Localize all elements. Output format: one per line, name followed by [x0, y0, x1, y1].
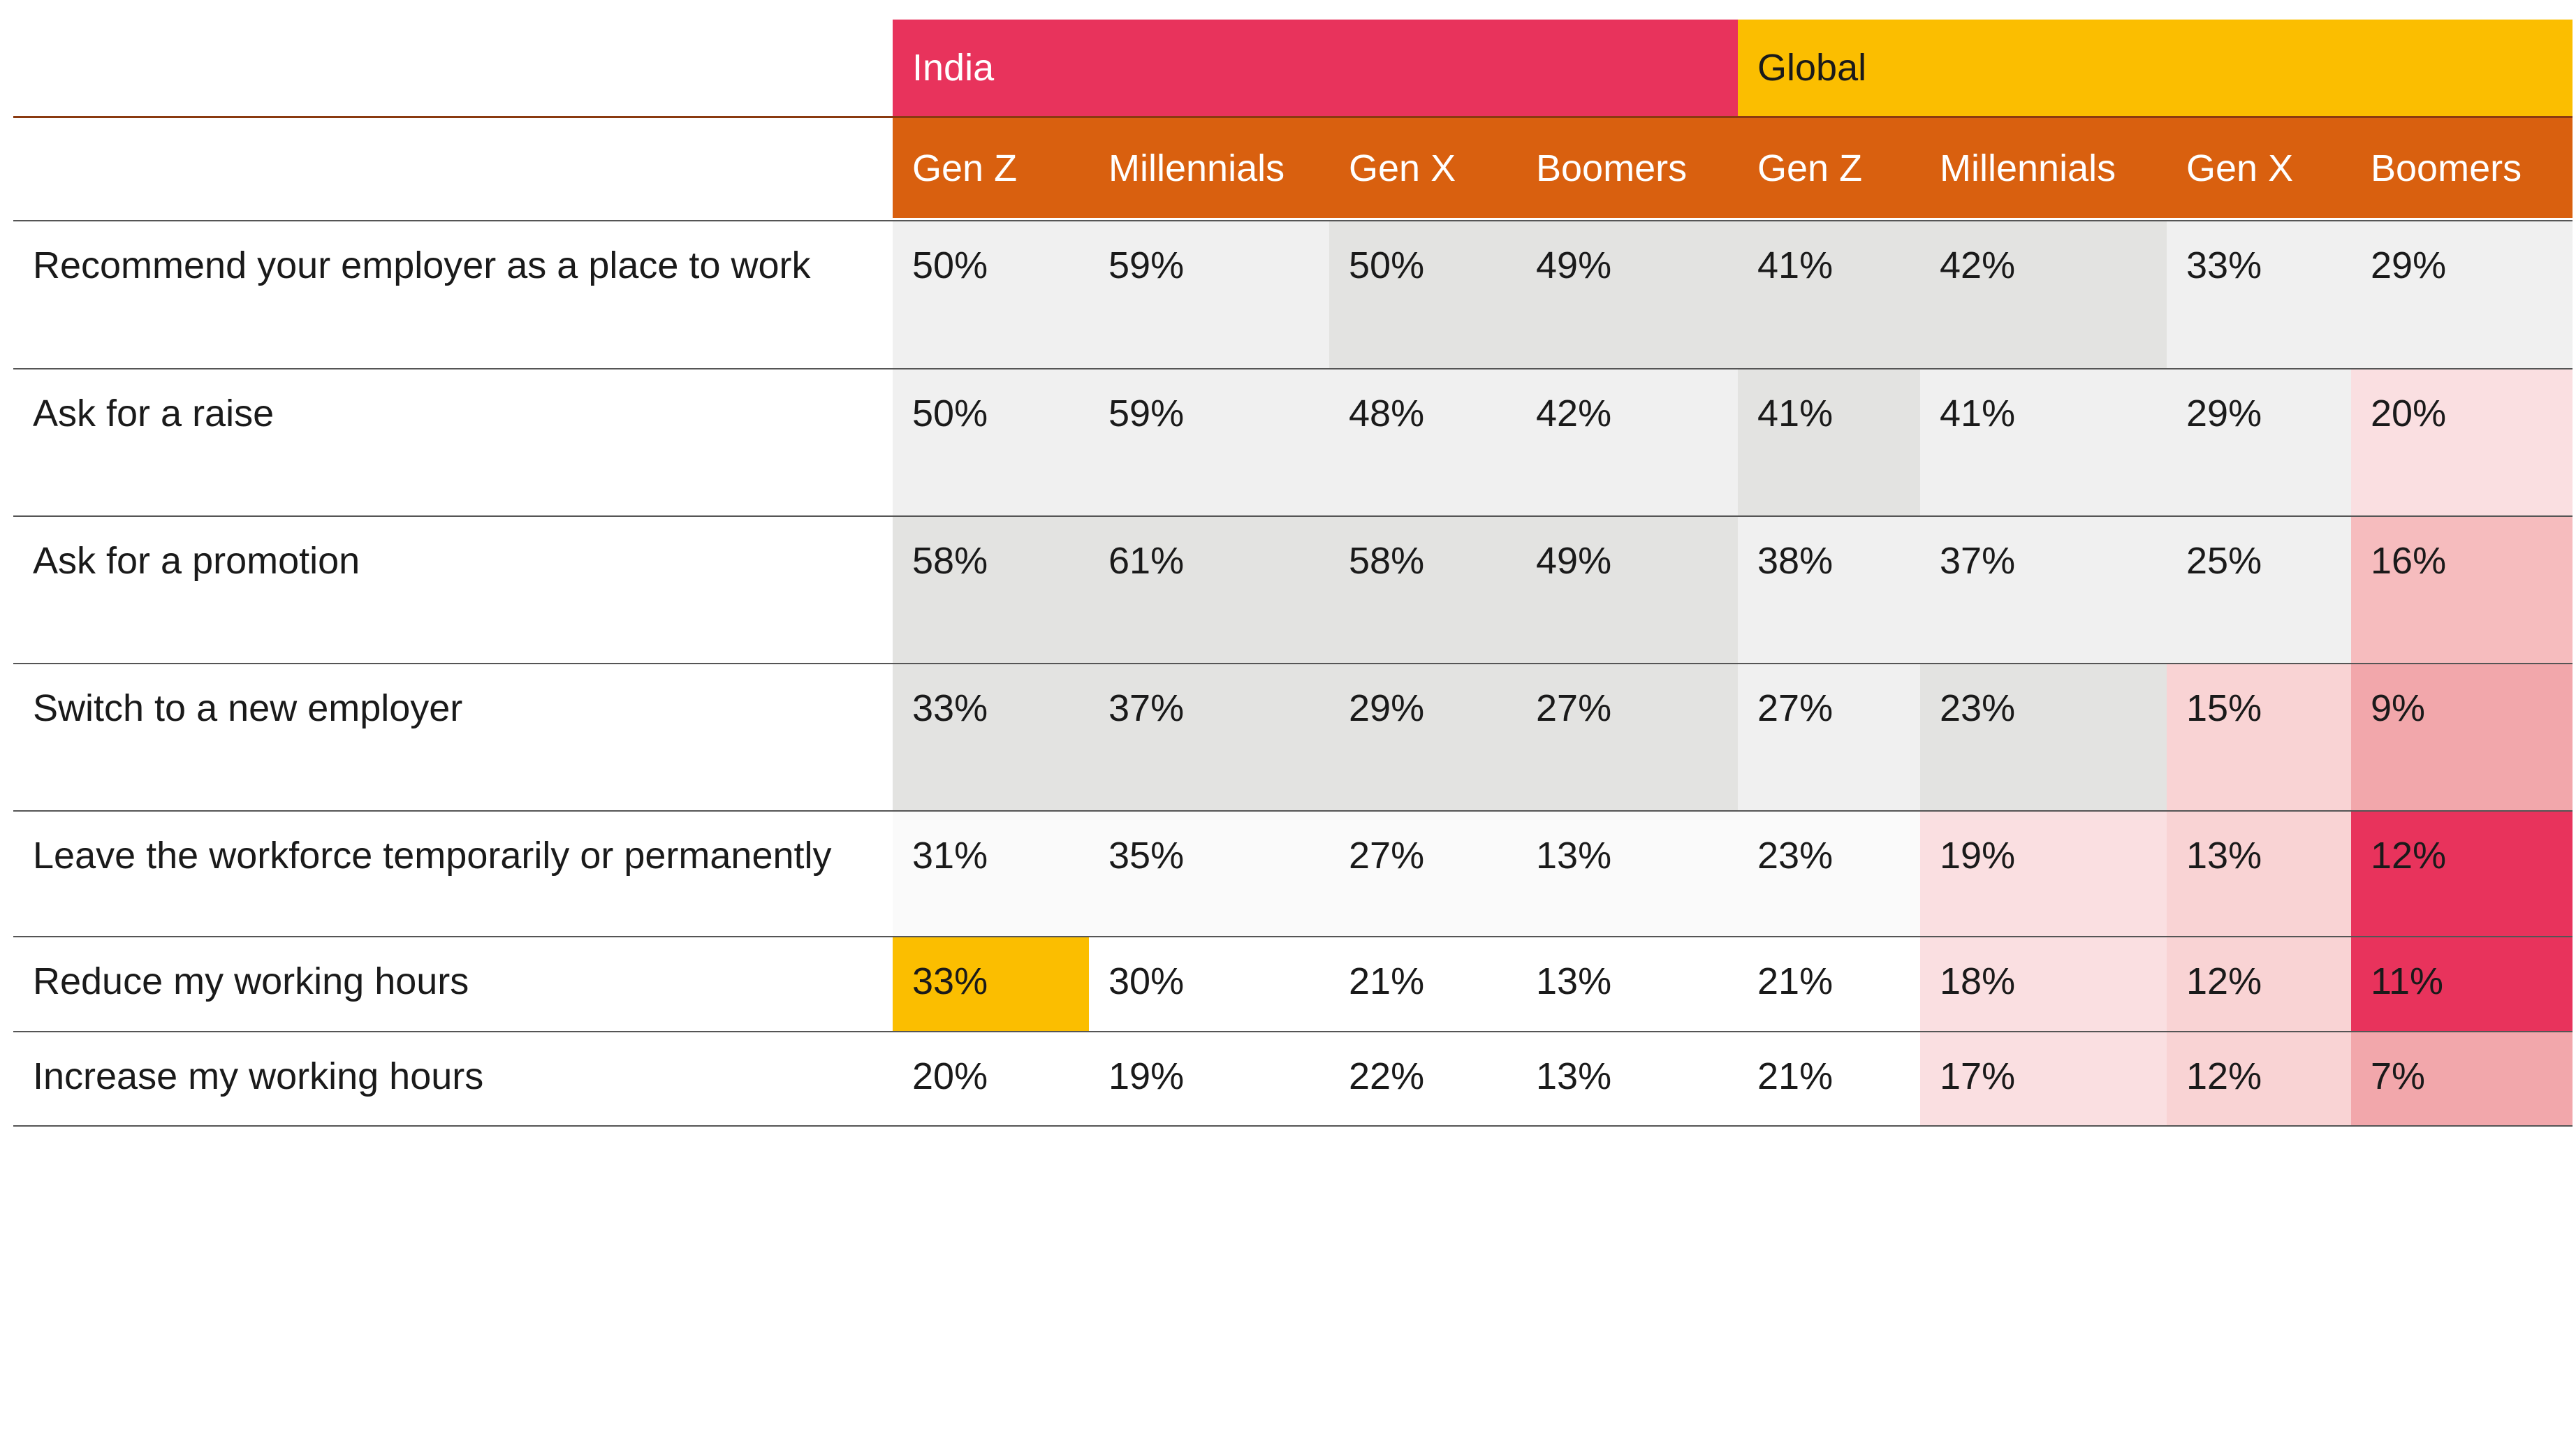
group-header-global: Global	[1738, 20, 2573, 116]
column-header-india-gen-x: Gen X	[1329, 118, 1516, 218]
table-cell: 61%	[1089, 517, 1329, 663]
table-cell: 20%	[2351, 369, 2573, 515]
table-cell: 42%	[1516, 369, 1738, 515]
table-cell: 49%	[1516, 517, 1738, 663]
table-cell: 27%	[1516, 664, 1738, 810]
table-cell: 50%	[893, 369, 1089, 515]
column-header-global-millennials: Millennials	[1920, 118, 2167, 218]
table-cell: 33%	[2167, 221, 2351, 368]
table-cell: 41%	[1738, 369, 1920, 515]
table-cell: 50%	[893, 221, 1089, 368]
table-cell: 17%	[1920, 1032, 2167, 1125]
table-cell: 48%	[1329, 369, 1516, 515]
row-label: Leave the workforce temporarily or perma…	[33, 835, 832, 877]
row-label: Increase my working hours	[33, 1055, 484, 1097]
table-cell: 37%	[1920, 517, 2167, 663]
data-table: India Global Gen Z Millennials Gen X Boomer…	[13, 20, 2573, 1127]
table-cell: 16%	[2351, 517, 2573, 663]
table-cell: 37%	[1089, 664, 1329, 810]
table-cell: 12%	[2351, 812, 2573, 936]
column-header-global-gen-z: Gen Z	[1738, 118, 1920, 218]
table-cell: 21%	[1329, 937, 1516, 1031]
table-cell: 19%	[1089, 1032, 1329, 1125]
table-cell: 29%	[2351, 221, 2573, 368]
table-cell: 22%	[1329, 1032, 1516, 1125]
row-label: Recommend your employer as a place to wo…	[33, 244, 811, 286]
table-cell: 29%	[2167, 369, 2351, 515]
table-cell: 49%	[1516, 221, 1738, 368]
table-cell: 33%	[893, 937, 1089, 1031]
table-cell: 50%	[1329, 221, 1516, 368]
group-header-india: India	[893, 20, 1738, 116]
table-cell: 41%	[1738, 221, 1920, 368]
table-cell: 59%	[1089, 369, 1329, 515]
header-spacer	[13, 20, 893, 116]
table-row: Ask for a raise 50% 59% 48% 42% 41% 41% 29% 20%	[13, 368, 2573, 515]
header-spacer	[13, 118, 893, 220]
column-header-india-gen-z: Gen Z	[893, 118, 1089, 218]
table-body: Recommend your employer as a place to wo…	[13, 220, 2573, 1127]
column-header-global-boomers: Boomers	[2351, 118, 2573, 218]
table-cell: 9%	[2351, 664, 2573, 810]
table-cell: 21%	[1738, 937, 1920, 1031]
table-cell: 23%	[1738, 812, 1920, 936]
table-cell: 13%	[1516, 937, 1738, 1031]
row-label: Reduce my working hours	[33, 960, 469, 1002]
table-row: Reduce my working hours 33% 30% 21% 13% 21% 18…	[13, 936, 2573, 1031]
table-cell: 33%	[893, 664, 1089, 810]
table-cell: 27%	[1329, 812, 1516, 936]
table-cell: 29%	[1329, 664, 1516, 810]
table-cell: 7%	[2351, 1032, 2573, 1125]
table-cell: 31%	[893, 812, 1089, 936]
table-cell: 13%	[1516, 1032, 1738, 1125]
table-cell: 13%	[2167, 812, 2351, 936]
table-cell: 21%	[1738, 1032, 1920, 1125]
table-cell: 20%	[893, 1032, 1089, 1125]
table-cell: 59%	[1089, 221, 1329, 368]
table-row: Ask for a promotion 58% 61% 58% 49% 38% 37% 25%…	[13, 515, 2573, 663]
column-header-row: Gen Z Millennials Gen X Boomers Gen Z Millenn…	[13, 116, 2573, 220]
column-header-global-gen-x: Gen X	[2167, 118, 2351, 218]
table-cell: 38%	[1738, 517, 1920, 663]
table-cell: 12%	[2167, 937, 2351, 1031]
table-row: Leave the workforce temporarily or perma…	[13, 810, 2573, 936]
table-cell: 58%	[893, 517, 1089, 663]
group-header-row: India Global	[13, 20, 2573, 116]
table-cell: 35%	[1089, 812, 1329, 936]
table-cell: 30%	[1089, 937, 1329, 1031]
table-cell: 58%	[1329, 517, 1516, 663]
table-row: Increase my working hours 20% 19% 22% 13% 21%…	[13, 1031, 2573, 1127]
table-row: Switch to a new employer 33% 37% 29% 27% 27% 2…	[13, 663, 2573, 810]
table-row: Recommend your employer as a place to wo…	[13, 220, 2573, 368]
table-cell: 42%	[1920, 221, 2167, 368]
table-cell: 41%	[1920, 369, 2167, 515]
table-cell: 23%	[1920, 664, 2167, 810]
column-header-india-boomers: Boomers	[1516, 118, 1738, 218]
table-cell: 13%	[1516, 812, 1738, 936]
row-label: Ask for a promotion	[33, 540, 360, 582]
table-cell: 19%	[1920, 812, 2167, 936]
table-cell: 11%	[2351, 937, 2573, 1031]
table-cell: 27%	[1738, 664, 1920, 810]
table-cell: 12%	[2167, 1032, 2351, 1125]
table-cell: 25%	[2167, 517, 2351, 663]
table-cell: 15%	[2167, 664, 2351, 810]
row-label: Ask for a raise	[33, 393, 275, 434]
column-header-india-millennials: Millennials	[1089, 118, 1329, 218]
table-cell: 18%	[1920, 937, 2167, 1031]
row-label: Switch to a new employer	[33, 687, 463, 729]
